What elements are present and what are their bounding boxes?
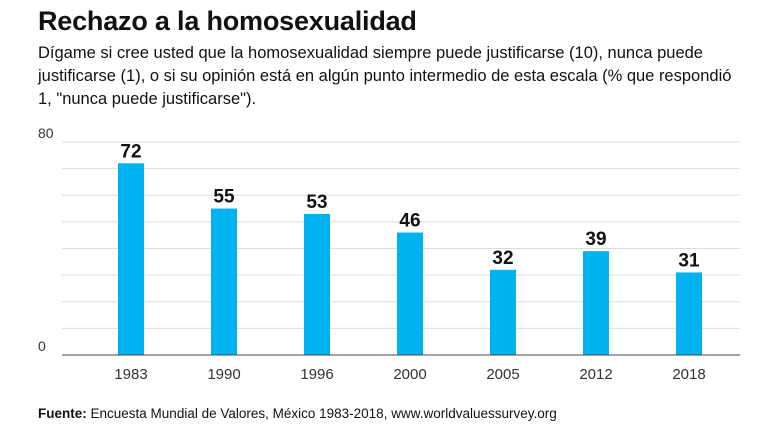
x-tick-label-2005: 2005 [486,366,519,383]
x-tick-label-1990: 1990 [207,366,240,383]
y-tick-label: 0 [38,338,46,354]
value-label-2018: 31 [678,250,700,271]
chart-title: Rechazo a la homosexualidad [38,6,417,36]
y-tick-label: 80 [38,125,54,141]
value-label-1990: 55 [213,187,235,208]
axes: 0 80 1983 1990 1996 2000 2005 2012 2018 [38,125,740,383]
source-text: Encuesta Mundial de Valores, México 1983… [90,406,557,421]
bar-2012 [583,251,609,355]
x-tick-label-2000: 2000 [393,366,426,383]
bar-chart: 72 55 53 46 32 39 31 0 80 1983 1990 1996 2000 2005 20… [38,125,740,383]
source-note: Fuente: Encuesta Mundial de Valores, Méx… [38,406,557,421]
source-label: Fuente: [38,406,87,421]
value-label-2000: 46 [399,211,420,232]
bar-2005 [490,269,516,355]
bar-2018 [676,272,702,355]
value-label-2012: 39 [585,229,606,250]
value-label-1996: 53 [306,192,327,213]
value-label-2005: 32 [492,248,513,269]
x-tick-label-2012: 2012 [579,366,612,383]
x-tick-label-1983: 1983 [114,366,147,383]
bar-1996 [304,213,330,355]
x-tick-label-2018: 2018 [672,366,705,383]
bars [118,163,702,355]
bar-2000 [397,232,423,355]
bar-1990 [211,208,237,355]
chart-subtitle: Dígame si cree usted que la homosexualid… [38,44,732,108]
value-label-1983: 72 [120,141,141,162]
x-tick-label-1996: 1996 [300,366,333,383]
value-labels: 72 55 53 46 32 39 31 [120,141,700,271]
bar-1983 [118,163,144,355]
